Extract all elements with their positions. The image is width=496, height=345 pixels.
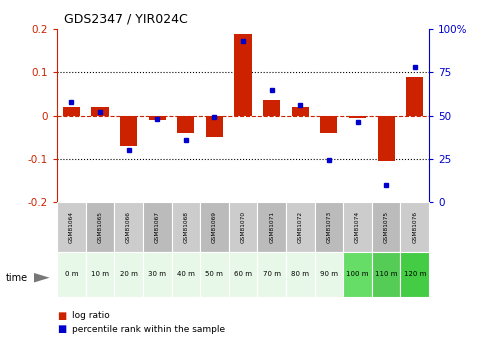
Text: 60 m: 60 m	[234, 271, 252, 277]
Text: 120 m: 120 m	[404, 271, 426, 277]
Bar	[172, 202, 200, 252]
Text: GSM81071: GSM81071	[269, 211, 274, 243]
Bar	[314, 202, 343, 252]
Bar	[114, 202, 143, 252]
Bar	[57, 202, 86, 252]
Text: 100 m: 100 m	[346, 271, 369, 277]
Bar	[120, 116, 137, 146]
Bar	[400, 252, 429, 297]
Bar	[143, 202, 172, 252]
Text: 0 m: 0 m	[64, 271, 78, 277]
Text: GSM81069: GSM81069	[212, 211, 217, 243]
Bar	[349, 116, 366, 118]
Text: time: time	[6, 273, 28, 283]
Text: percentile rank within the sample: percentile rank within the sample	[72, 325, 225, 334]
Text: log ratio: log ratio	[72, 311, 110, 320]
Text: 20 m: 20 m	[120, 271, 137, 277]
Bar	[377, 116, 395, 161]
Bar	[286, 202, 314, 252]
Bar	[372, 252, 400, 297]
Bar	[86, 252, 114, 297]
Bar	[229, 202, 257, 252]
Bar	[320, 116, 337, 133]
Bar	[200, 202, 229, 252]
Text: GSM81070: GSM81070	[241, 211, 246, 243]
Bar	[263, 100, 280, 116]
Bar	[406, 77, 423, 116]
Bar	[229, 252, 257, 297]
Text: GSM81067: GSM81067	[155, 211, 160, 243]
Text: GDS2347 / YIR024C: GDS2347 / YIR024C	[64, 12, 188, 25]
Text: GSM81065: GSM81065	[97, 211, 103, 243]
Bar	[177, 116, 194, 133]
Bar	[235, 33, 251, 116]
Bar	[149, 116, 166, 120]
Text: 110 m: 110 m	[375, 271, 397, 277]
Text: 30 m: 30 m	[148, 271, 166, 277]
Polygon shape	[34, 273, 50, 283]
Bar	[292, 107, 309, 116]
Bar	[200, 252, 229, 297]
Text: 80 m: 80 m	[291, 271, 310, 277]
Text: 90 m: 90 m	[320, 271, 338, 277]
Bar	[343, 202, 372, 252]
Text: GSM81072: GSM81072	[298, 211, 303, 243]
Text: GSM81064: GSM81064	[69, 211, 74, 243]
Bar	[57, 252, 86, 297]
Bar	[372, 202, 400, 252]
Bar	[143, 252, 172, 297]
Bar	[206, 116, 223, 137]
Text: GSM81068: GSM81068	[184, 211, 188, 243]
Text: 50 m: 50 m	[205, 271, 223, 277]
Text: GSM81076: GSM81076	[412, 211, 417, 243]
Bar	[114, 252, 143, 297]
Bar	[257, 202, 286, 252]
Bar	[172, 252, 200, 297]
Text: GSM81075: GSM81075	[383, 211, 389, 243]
Bar	[257, 252, 286, 297]
Text: GSM81074: GSM81074	[355, 211, 360, 243]
Text: 70 m: 70 m	[263, 271, 281, 277]
Text: GSM81073: GSM81073	[326, 211, 331, 243]
Bar	[400, 202, 429, 252]
Bar	[91, 107, 109, 116]
Bar	[86, 202, 114, 252]
Text: ■: ■	[57, 311, 66, 321]
Text: GSM81066: GSM81066	[126, 211, 131, 243]
Text: 10 m: 10 m	[91, 271, 109, 277]
Text: ■: ■	[57, 325, 66, 334]
Bar	[314, 252, 343, 297]
Bar	[63, 107, 80, 116]
Bar	[343, 252, 372, 297]
Text: 40 m: 40 m	[177, 271, 195, 277]
Bar	[286, 252, 314, 297]
